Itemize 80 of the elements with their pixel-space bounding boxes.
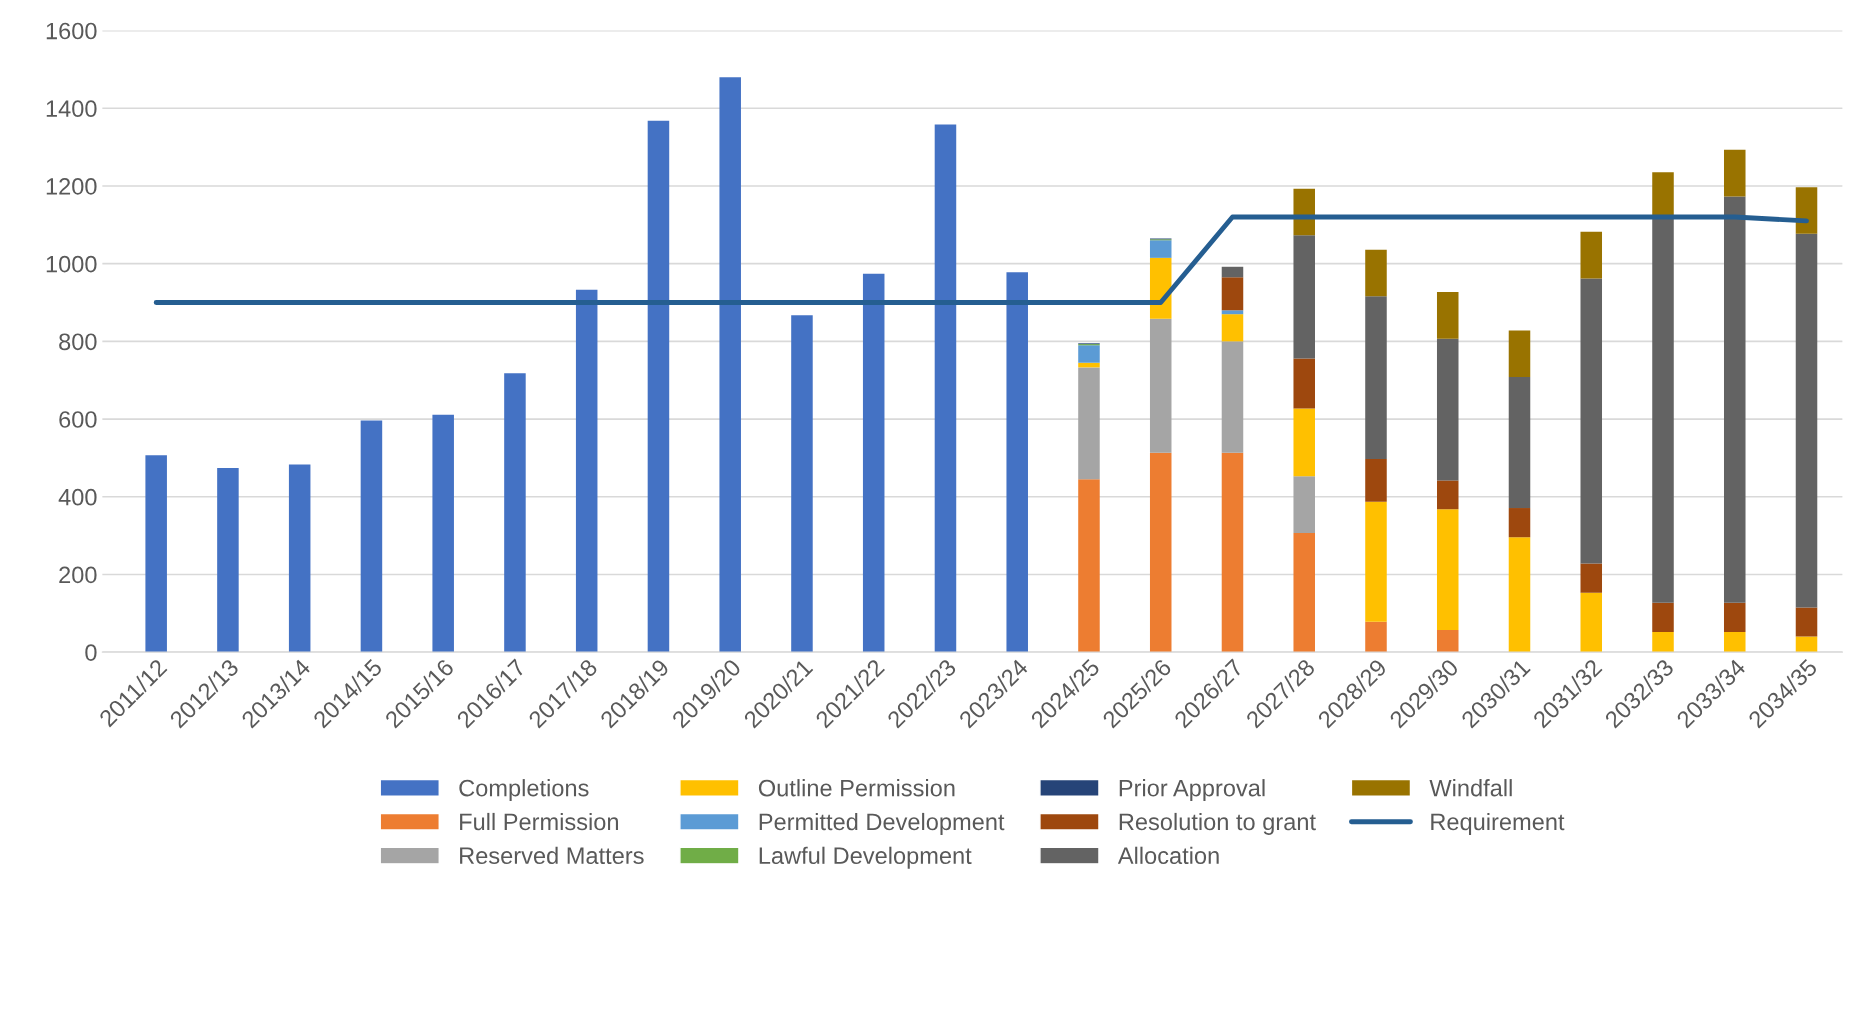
bar <box>1508 377 1531 509</box>
y-tick-label: 400 <box>58 488 97 506</box>
bar <box>1365 501 1387 622</box>
bar <box>575 289 598 653</box>
y-tick-label: 0 <box>85 644 97 661</box>
bar <box>1795 187 1818 234</box>
bar <box>1580 278 1603 564</box>
bar <box>1365 621 1387 653</box>
bar <box>647 120 670 653</box>
bar <box>1508 330 1531 378</box>
y-tick-label: 1400 <box>46 100 97 118</box>
bar <box>934 124 957 653</box>
legend-label: Full Permission <box>460 812 618 831</box>
bar <box>1365 249 1387 297</box>
bar <box>1365 459 1387 502</box>
y-tick-label: 800 <box>59 333 97 351</box>
bar <box>1149 240 1172 258</box>
bar <box>1724 149 1746 197</box>
bar <box>432 414 454 653</box>
legend-label: Windfall <box>1429 779 1512 797</box>
bar <box>1293 532 1315 653</box>
legend-label: Outline Permission <box>758 779 955 797</box>
bar <box>1724 196 1746 603</box>
bar <box>1652 218 1674 603</box>
y-tick-label: 1200 <box>46 178 97 195</box>
bar <box>1221 452 1244 653</box>
bar <box>862 273 885 653</box>
bar <box>1724 602 1746 632</box>
bar <box>1078 367 1100 480</box>
bar <box>1078 345 1100 363</box>
bar <box>1293 235 1315 359</box>
legend-label: Permitted Development <box>759 812 1005 835</box>
bar <box>1221 266 1244 278</box>
bar <box>1580 231 1603 279</box>
bar <box>1221 277 1244 311</box>
bar <box>504 373 526 653</box>
legend-label: Lawful Development <box>759 846 972 869</box>
bar <box>1365 296 1387 460</box>
bar <box>1795 607 1818 637</box>
y-tick-label: 1600 <box>46 22 97 40</box>
bar <box>1149 452 1172 653</box>
legend-label: Resolution to grant <box>1119 812 1316 835</box>
bar <box>1221 341 1244 453</box>
bar <box>1580 563 1603 593</box>
legend-label: Reserved Matters <box>460 846 644 865</box>
bar <box>1006 272 1028 653</box>
bar <box>1652 602 1674 632</box>
bar <box>145 455 167 653</box>
bar <box>1293 476 1315 533</box>
bar <box>288 464 311 653</box>
bar <box>719 77 741 653</box>
y-tick-label: 600 <box>59 411 97 428</box>
bar <box>1293 408 1315 477</box>
bar <box>791 315 813 653</box>
bar <box>1436 509 1459 631</box>
bar <box>1580 592 1603 653</box>
bar <box>1795 636 1818 653</box>
bar <box>360 420 383 653</box>
bar <box>1652 631 1674 653</box>
legend-label: Allocation <box>1117 846 1219 865</box>
bar <box>1724 631 1746 653</box>
bar <box>1293 358 1315 409</box>
bar <box>1436 292 1459 339</box>
bar <box>1149 318 1172 453</box>
legend-label: Prior Approval <box>1119 779 1265 802</box>
bar <box>1795 233 1818 608</box>
bar <box>1436 338 1459 481</box>
legend-label: Requirement <box>1431 812 1565 835</box>
bar <box>1508 537 1531 653</box>
bar <box>1221 314 1244 342</box>
legend-label: Completions <box>459 779 589 802</box>
y-tick-label: 1000 <box>46 255 97 273</box>
bar <box>1078 479 1100 653</box>
bar <box>1436 630 1459 653</box>
bar <box>217 468 239 653</box>
bar <box>1436 480 1459 510</box>
bar <box>1293 188 1315 236</box>
bar <box>1221 310 1244 315</box>
y-tick-label: 200 <box>59 566 97 584</box>
bar <box>1508 508 1531 538</box>
